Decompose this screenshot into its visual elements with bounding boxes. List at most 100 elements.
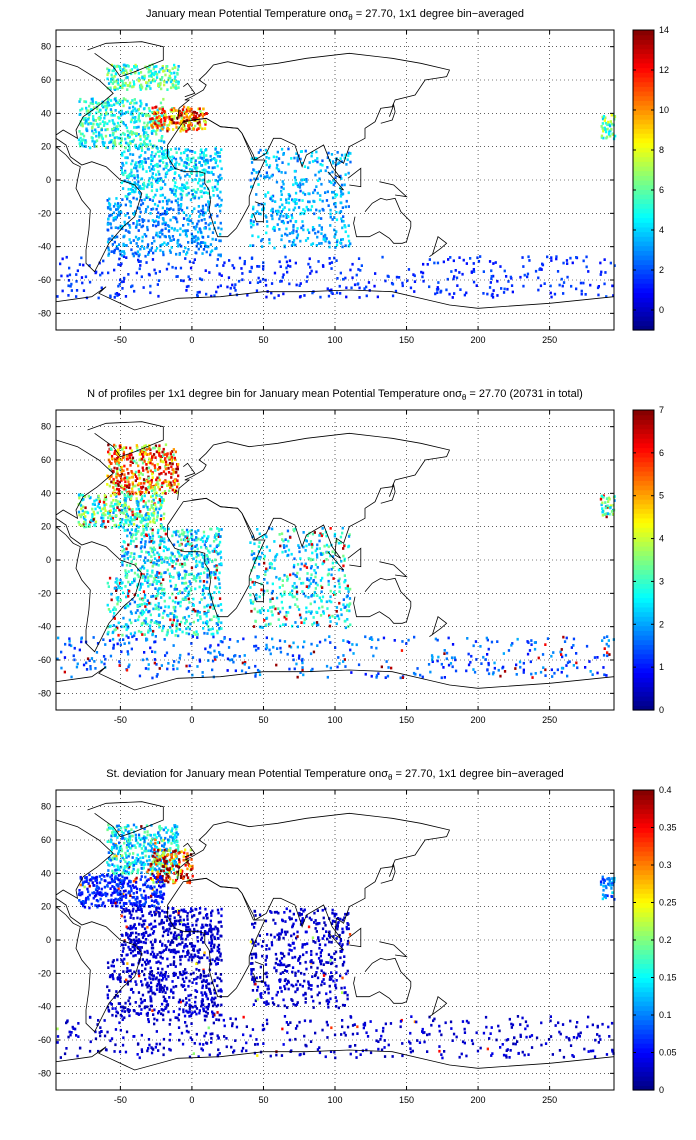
data-bin (152, 629, 155, 633)
data-bin (285, 614, 288, 617)
data-bin (184, 257, 187, 260)
data-bin (147, 107, 151, 110)
data-bin (113, 443, 116, 447)
data-bin (256, 528, 259, 531)
data-bin (486, 292, 489, 296)
data-bin (194, 579, 198, 583)
data-bin (127, 652, 130, 656)
data-bin (116, 602, 119, 606)
data-bin (117, 83, 120, 86)
data-bin (146, 559, 149, 562)
data-bin (129, 610, 133, 614)
data-bin (204, 120, 207, 124)
data-bin (172, 616, 176, 619)
data-bin (104, 509, 107, 513)
data-bin (118, 257, 121, 261)
data-bin (135, 497, 138, 500)
data-bin (182, 211, 185, 214)
data-bin (215, 150, 219, 154)
data-bin (133, 518, 136, 522)
data-bin (165, 80, 168, 84)
data-bin (250, 256, 254, 260)
data-bin (121, 101, 124, 104)
data-bin (288, 667, 291, 671)
data-bin (203, 168, 206, 172)
data-bin (177, 244, 180, 248)
data-bin (335, 218, 339, 222)
data-bin (184, 589, 187, 592)
data-bin (292, 183, 295, 187)
data-bin (149, 74, 152, 77)
data-bin (118, 65, 121, 68)
data-bin (195, 244, 198, 248)
data-bin (249, 221, 253, 225)
data-bin (124, 169, 127, 173)
data-bin (173, 555, 176, 558)
data-bin (284, 171, 287, 175)
data-bin (122, 63, 125, 67)
data-bin (288, 282, 291, 286)
data-bin (115, 474, 118, 478)
data-bin (195, 251, 198, 255)
data-bin (216, 182, 219, 186)
data-bin (350, 671, 353, 674)
data-bin (117, 524, 120, 528)
data-bin (123, 473, 126, 477)
data-bin (551, 675, 554, 678)
data-bin (120, 254, 124, 257)
data-bin (226, 669, 229, 672)
data-bin (214, 204, 217, 208)
data-bin (211, 596, 214, 600)
data-bin (162, 253, 165, 257)
data-bin (120, 586, 123, 590)
data-bin (285, 611, 288, 614)
data-bin (161, 206, 164, 210)
data-bin (98, 506, 101, 510)
data-bin (283, 593, 286, 596)
data-bin (137, 186, 140, 189)
data-bin (130, 162, 133, 166)
data-bin (122, 122, 125, 126)
data-bin (150, 555, 153, 558)
data-bin (161, 232, 164, 236)
data-bin (199, 153, 202, 156)
data-bin (219, 232, 222, 236)
data-bin (178, 109, 181, 113)
data-bin (250, 171, 254, 175)
data-bin (168, 572, 171, 576)
data-bin (255, 157, 258, 160)
data-bin (158, 667, 161, 670)
data-bin (327, 568, 330, 572)
data-bin (149, 117, 152, 121)
data-bin (138, 267, 141, 271)
data-bin (181, 565, 184, 568)
data-bin (180, 158, 183, 162)
data-bin (105, 106, 108, 110)
data-bin (216, 214, 219, 218)
data-bin (184, 581, 188, 585)
data-bin (116, 598, 119, 601)
data-bin (341, 226, 344, 230)
data-bin (278, 228, 281, 231)
data-bin (142, 566, 146, 570)
data-bin (169, 625, 172, 629)
data-bin (527, 255, 530, 259)
data-bin (129, 120, 133, 124)
data-bin (281, 550, 284, 554)
data-bin (187, 241, 190, 244)
data-bin (140, 102, 143, 106)
data-bin (116, 121, 120, 125)
data-bin (338, 161, 341, 164)
data-bin (262, 609, 265, 612)
data-bin (145, 193, 148, 197)
data-bin (92, 132, 95, 135)
data-bin (321, 533, 324, 536)
data-bin (65, 255, 68, 259)
data-bin (161, 539, 164, 543)
data-bin (172, 238, 175, 241)
data-bin (174, 121, 177, 125)
data-bin (160, 147, 163, 150)
data-bin (596, 656, 599, 659)
data-bin (197, 107, 200, 111)
data-bin (249, 219, 253, 222)
